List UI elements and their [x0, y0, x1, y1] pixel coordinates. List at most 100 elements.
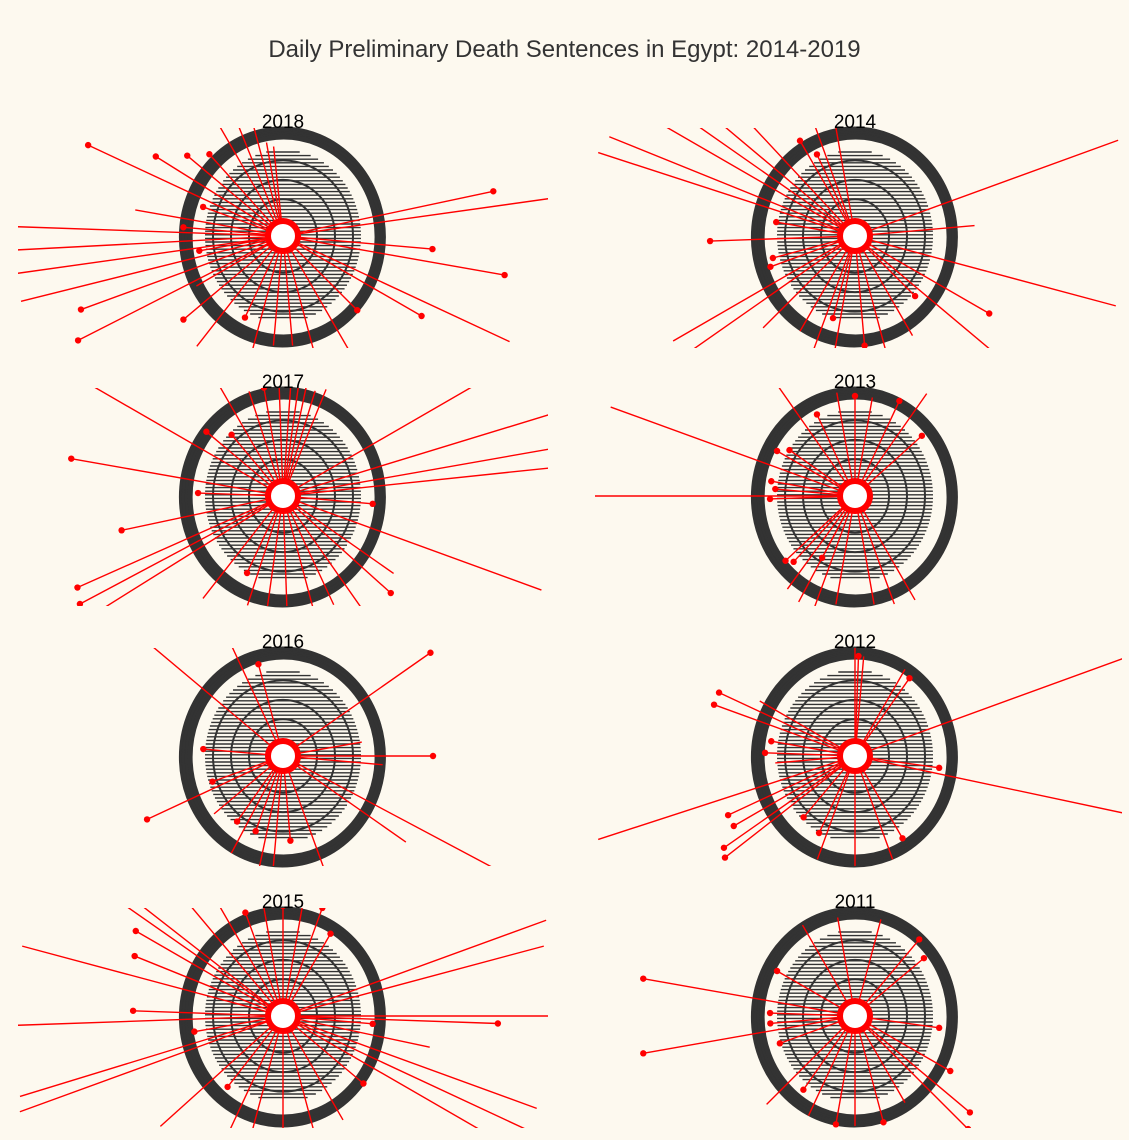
ray-end-dot — [260, 388, 268, 391]
ray — [282, 467, 548, 497]
ray — [643, 977, 856, 1017]
ray-end-dot — [965, 1125, 972, 1128]
panel-2014 — [597, 118, 1119, 376]
ray — [854, 224, 975, 237]
ray — [252, 1015, 284, 1128]
ray — [282, 919, 547, 1017]
ray — [278, 388, 284, 497]
ray-end-dot — [655, 370, 661, 376]
inner-ring — [248, 198, 318, 274]
ring-band — [187, 654, 380, 860]
ray-end-dot — [832, 1121, 840, 1128]
ray — [18, 235, 284, 274]
ray — [693, 235, 856, 348]
ray-end-dot — [653, 118, 659, 124]
ray — [282, 235, 349, 348]
ray-end-dot — [243, 569, 251, 577]
ray — [121, 495, 284, 531]
ray-end-dot — [769, 254, 777, 262]
ray — [282, 388, 292, 497]
ray — [258, 755, 284, 866]
ray — [854, 1015, 968, 1128]
ray — [282, 235, 505, 276]
ray — [18, 1015, 284, 1026]
page-title: Daily Preliminary Death Sentences in Egy… — [268, 36, 861, 63]
ray-end-dot — [180, 224, 187, 231]
inner-ring — [248, 458, 318, 534]
ray — [208, 153, 284, 237]
panel-2017 — [68, 386, 548, 608]
ray-end-dot — [280, 908, 286, 910]
ray-end-dot — [851, 392, 859, 400]
center-ring — [837, 738, 873, 774]
center-ring — [265, 998, 301, 1034]
ray-end-dot — [494, 1020, 502, 1027]
ray-end-dot — [918, 432, 926, 439]
ray — [282, 235, 422, 317]
rays — [18, 908, 548, 1128]
ray — [282, 235, 510, 343]
ray-end-dot — [184, 152, 191, 159]
center-ring — [837, 478, 873, 514]
ray-end-dot — [815, 829, 823, 837]
ray-end-dot — [766, 1009, 774, 1017]
ray — [282, 1015, 479, 1128]
ray — [244, 912, 284, 1017]
ray — [282, 945, 544, 1017]
ray — [610, 406, 856, 497]
ray — [799, 235, 856, 332]
ray-end-dot — [429, 752, 437, 760]
ray — [282, 388, 299, 497]
ray-end-dot — [935, 764, 943, 772]
ray-end-dot — [947, 1067, 954, 1075]
ray — [19, 1015, 284, 1113]
ray-end-dot — [319, 908, 326, 912]
inner-ring — [802, 178, 908, 294]
ray — [230, 1015, 284, 1128]
ray — [196, 235, 284, 347]
ray-end-dot — [706, 237, 714, 245]
rays — [68, 388, 548, 606]
panel-title: 2017 — [262, 372, 304, 393]
ray-end-dot — [855, 652, 862, 660]
ray — [727, 755, 856, 816]
ray-end-dot — [418, 312, 425, 320]
ray — [219, 128, 284, 237]
ray-end-dot — [143, 816, 151, 823]
ray — [143, 908, 284, 1017]
ray — [282, 1015, 498, 1025]
ray — [135, 930, 284, 1017]
ray — [282, 908, 303, 1017]
ray — [854, 1015, 885, 1123]
ray — [713, 704, 856, 757]
ray — [282, 388, 472, 497]
ray — [282, 495, 392, 594]
ray-end-dot — [906, 674, 913, 682]
ray — [71, 457, 284, 497]
ray — [854, 139, 1119, 237]
rays — [143, 648, 492, 866]
ray — [816, 755, 856, 860]
ray — [282, 190, 494, 237]
ray — [19, 1015, 284, 1098]
ray — [282, 1015, 430, 1048]
ray-end-dot — [132, 927, 139, 935]
panel-title: 2014 — [834, 112, 877, 133]
ray-end-dot — [369, 1020, 376, 1028]
ray — [710, 235, 856, 242]
ray-end-dot — [776, 1040, 784, 1047]
inner-ring — [212, 419, 354, 573]
ray-end-dot — [228, 431, 235, 438]
ray — [282, 235, 294, 346]
ray — [854, 235, 1116, 307]
ray-end-dot — [966, 1109, 974, 1116]
ray-end-dot — [896, 397, 903, 405]
ray — [762, 235, 856, 329]
ray-end-dot — [429, 245, 436, 253]
ray-end-dot — [180, 316, 187, 323]
ray — [835, 128, 856, 237]
center-ring — [265, 218, 301, 254]
ray — [282, 755, 492, 866]
ray — [282, 389, 327, 497]
center-ring — [265, 738, 301, 774]
